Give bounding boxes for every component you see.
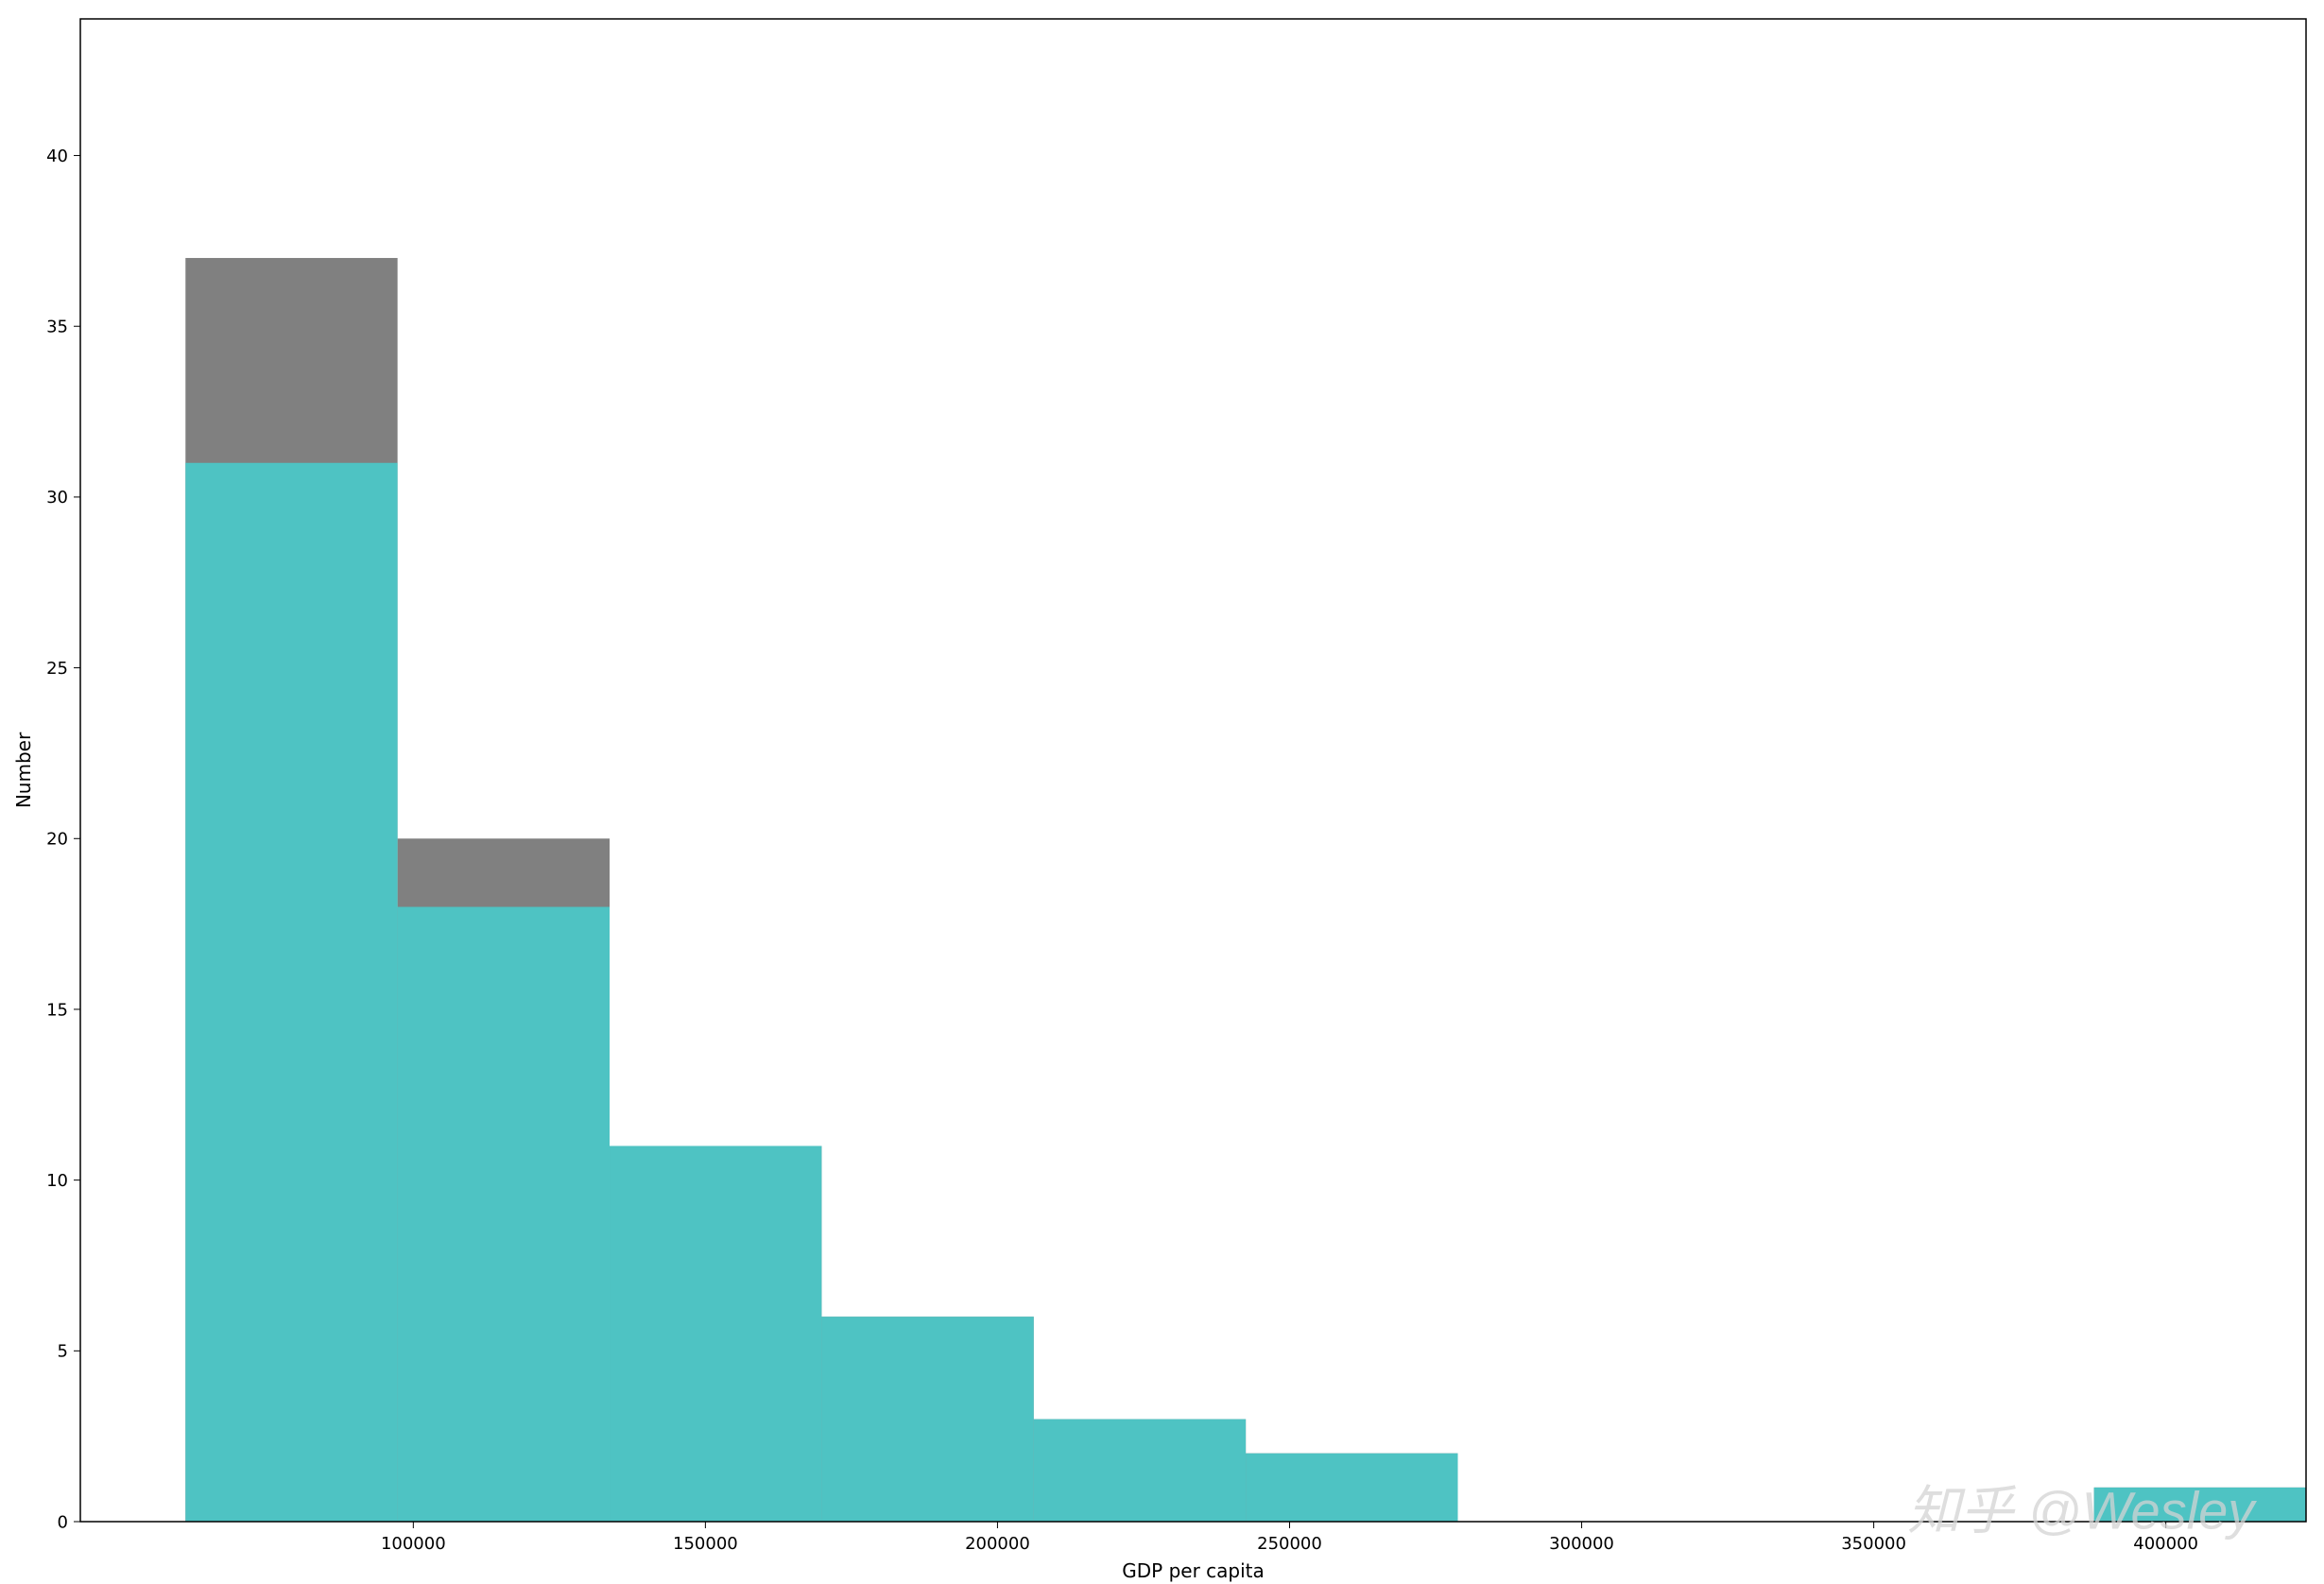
y-tick-label-0: 0 [58, 1512, 68, 1532]
x-tick-label-5: 350000 [1841, 1534, 1906, 1554]
y-tick-label-8: 40 [46, 146, 68, 166]
bar-series-teal-3 [821, 1317, 1033, 1522]
x-tick-label-1: 150000 [673, 1534, 738, 1554]
bar-series-teal-0 [185, 463, 397, 1522]
watermark-text: 知乎 @Wesley [1907, 1480, 2257, 1540]
y-tick-label-5: 25 [46, 659, 68, 679]
y-tick-label-3: 15 [46, 1000, 68, 1020]
x-tick-label-3: 250000 [1257, 1534, 1322, 1554]
bar-series-teal-2 [610, 1146, 821, 1523]
x-tick-label-0: 100000 [381, 1534, 446, 1554]
x-tick-label-2: 200000 [965, 1534, 1030, 1554]
y-tick-label-7: 35 [46, 318, 68, 337]
bar-series-teal-4 [1034, 1420, 1246, 1522]
bar-series-teal-1 [398, 907, 610, 1522]
y-tick-label-6: 30 [46, 488, 68, 508]
y-tick-label-1: 5 [58, 1342, 68, 1362]
chart-svg: 1000001500002000002500003000003500004000… [0, 0, 2324, 1584]
y-tick-label-2: 10 [46, 1171, 68, 1191]
y-axis-label: Number [12, 732, 35, 808]
histogram-chart: 1000001500002000002500003000003500004000… [0, 0, 2324, 1584]
y-tick-label-4: 20 [46, 830, 68, 850]
x-axis-label: GDP per capita [1122, 1559, 1265, 1582]
bar-series-teal-5 [1246, 1454, 1457, 1522]
x-tick-label-4: 300000 [1549, 1534, 1614, 1554]
